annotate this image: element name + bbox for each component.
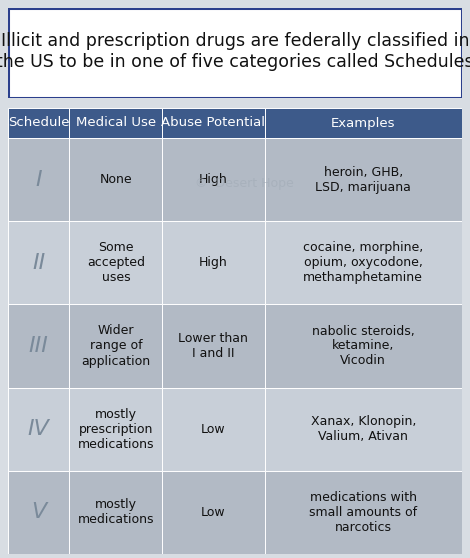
FancyBboxPatch shape <box>265 108 462 138</box>
Text: heroin, GHB,
LSD, marijuana: heroin, GHB, LSD, marijuana <box>315 166 411 194</box>
FancyBboxPatch shape <box>8 471 69 554</box>
Text: None: None <box>100 173 132 186</box>
Text: I: I <box>35 170 42 190</box>
Text: II: II <box>32 253 45 273</box>
Text: Low: Low <box>201 506 226 519</box>
FancyBboxPatch shape <box>162 305 265 388</box>
FancyBboxPatch shape <box>69 138 162 221</box>
Text: mostly
medications: mostly medications <box>78 498 154 526</box>
FancyBboxPatch shape <box>8 138 69 221</box>
FancyBboxPatch shape <box>69 388 162 471</box>
FancyBboxPatch shape <box>8 221 69 305</box>
FancyBboxPatch shape <box>8 108 69 138</box>
Text: Medical Use: Medical Use <box>76 117 156 129</box>
Text: mostly
prescription
medications: mostly prescription medications <box>78 408 154 451</box>
Text: Abuse Potential: Abuse Potential <box>161 117 266 129</box>
Text: Wider
range of
application: Wider range of application <box>81 325 150 368</box>
Text: nabolic steroids,
ketamine,
Vicodin: nabolic steroids, ketamine, Vicodin <box>312 325 415 368</box>
FancyBboxPatch shape <box>8 305 69 388</box>
Text: Low: Low <box>201 423 226 436</box>
Text: Xanax, Klonopin,
Valium, Ativan: Xanax, Klonopin, Valium, Ativan <box>311 415 416 443</box>
FancyBboxPatch shape <box>162 388 265 471</box>
Text: IV: IV <box>28 419 49 439</box>
FancyBboxPatch shape <box>265 221 462 305</box>
FancyBboxPatch shape <box>69 471 162 554</box>
FancyBboxPatch shape <box>162 471 265 554</box>
FancyBboxPatch shape <box>69 221 162 305</box>
FancyBboxPatch shape <box>69 305 162 388</box>
FancyBboxPatch shape <box>265 471 462 554</box>
FancyBboxPatch shape <box>69 108 162 138</box>
Text: Lower than
I and II: Lower than I and II <box>179 332 248 360</box>
FancyBboxPatch shape <box>265 388 462 471</box>
FancyBboxPatch shape <box>162 221 265 305</box>
Text: III: III <box>29 336 48 356</box>
Text: ©  Desert Hope: © Desert Hope <box>195 177 293 190</box>
Text: Some
accepted
uses: Some accepted uses <box>87 241 145 284</box>
Text: Illicit and prescription drugs are federally classified in
the US to be in one o: Illicit and prescription drugs are feder… <box>0 32 470 71</box>
Text: Schedule: Schedule <box>8 117 70 129</box>
Text: Examples: Examples <box>331 117 396 129</box>
FancyBboxPatch shape <box>162 138 265 221</box>
FancyBboxPatch shape <box>8 8 462 98</box>
Text: High: High <box>199 256 228 270</box>
FancyBboxPatch shape <box>162 108 265 138</box>
Text: V: V <box>31 502 46 522</box>
FancyBboxPatch shape <box>8 388 69 471</box>
FancyBboxPatch shape <box>265 138 462 221</box>
Text: High: High <box>199 173 228 186</box>
Text: cocaine, morphine,
opium, oxycodone,
methamphetamine: cocaine, morphine, opium, oxycodone, met… <box>303 241 423 284</box>
FancyBboxPatch shape <box>265 305 462 388</box>
Text: medications with
small amounts of
narcotics: medications with small amounts of narcot… <box>309 491 417 534</box>
